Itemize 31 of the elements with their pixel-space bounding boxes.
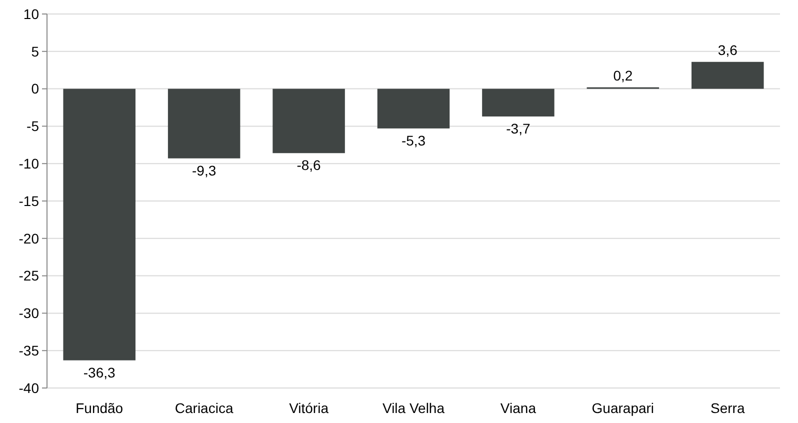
- data-label: 0,2: [613, 67, 633, 84]
- y-tick-label: -10: [18, 156, 40, 172]
- y-tick-label: -20: [18, 230, 40, 246]
- data-label: -5,3: [401, 132, 426, 148]
- x-tick-label: Serra: [710, 400, 745, 416]
- x-tick-label: Cariacica: [174, 400, 234, 416]
- data-label: -9,3: [192, 162, 216, 178]
- x-tick-label: Viana: [500, 400, 536, 416]
- x-tick-label: Vitória: [289, 400, 329, 416]
- bar: [377, 88, 450, 128]
- bar: [272, 88, 345, 154]
- y-tick-label: 10: [23, 6, 40, 22]
- y-tick-label: -30: [18, 305, 40, 322]
- y-tick-label: 5: [31, 43, 40, 60]
- x-tick-label: Fundão: [76, 400, 124, 416]
- y-tick-label: 0: [31, 80, 40, 97]
- data-label: -3,7: [506, 120, 530, 136]
- x-tick-label: Vila Velha: [382, 400, 445, 416]
- bar: [63, 88, 136, 360]
- y-tick-label: -35: [18, 342, 40, 358]
- bar: [692, 62, 764, 89]
- y-tick-label: -40: [18, 380, 40, 396]
- x-tick-label: Guarapari: [592, 400, 654, 416]
- bar: [168, 88, 240, 158]
- y-tick-label: -25: [18, 268, 40, 284]
- data-label: -36,3: [83, 364, 116, 380]
- y-tick-label: -15: [18, 192, 40, 209]
- data-label: -8,6: [296, 157, 322, 174]
- data-label: 3,6: [718, 42, 738, 58]
- bar: [482, 88, 554, 116]
- y-tick-label: -5: [26, 118, 40, 134]
